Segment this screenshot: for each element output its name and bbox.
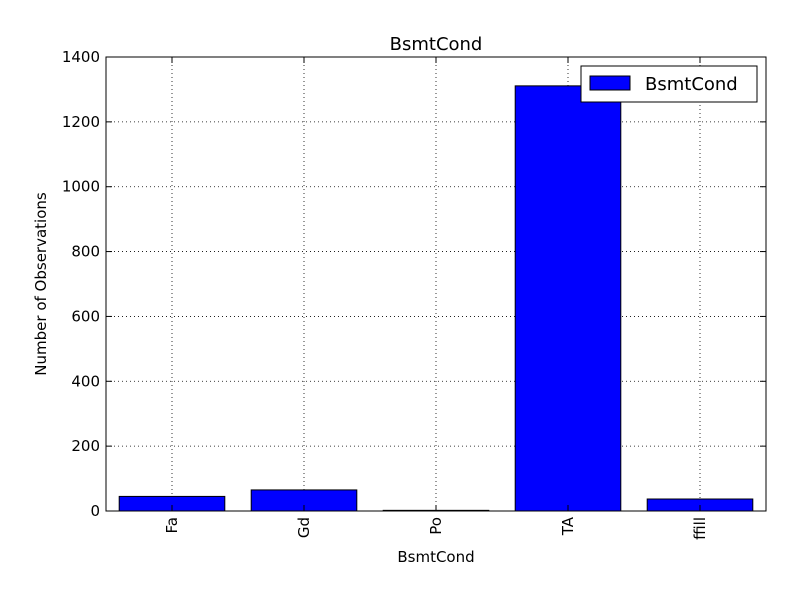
x-tick-label: Gd bbox=[295, 517, 313, 538]
y-tick-label: 1400 bbox=[62, 48, 100, 66]
legend-swatch bbox=[589, 75, 631, 91]
y-tick-label: 600 bbox=[71, 307, 100, 325]
x-tick-label: TA bbox=[559, 516, 577, 536]
x-tick-label: ffill bbox=[691, 517, 709, 540]
y-tick-label: 400 bbox=[71, 372, 100, 390]
y-tick-label: 800 bbox=[71, 243, 100, 261]
bar-ta bbox=[514, 85, 622, 512]
y-tick-label: 0 bbox=[90, 502, 100, 520]
legend: BsmtCond bbox=[580, 65, 758, 103]
x-tick-label: Po bbox=[427, 517, 445, 535]
y-tick-label: 1200 bbox=[62, 113, 100, 131]
y-tick-label: 1000 bbox=[62, 178, 100, 196]
bars bbox=[118, 85, 754, 512]
x-axis-title: BsmtCond bbox=[397, 548, 474, 566]
ticks bbox=[106, 56, 766, 512]
y-axis-title: Number of Observations bbox=[32, 192, 50, 376]
x-tick-labels: Fa Gd Po TA ffill bbox=[163, 516, 709, 540]
chart-title: BsmtCond bbox=[390, 34, 483, 55]
x-tick-label: Fa bbox=[163, 517, 181, 533]
y-tick-label: 200 bbox=[71, 437, 100, 455]
legend-label: BsmtCond bbox=[645, 74, 738, 95]
y-tick-labels: 0 200 400 600 800 1000 1200 1400 bbox=[62, 48, 100, 520]
